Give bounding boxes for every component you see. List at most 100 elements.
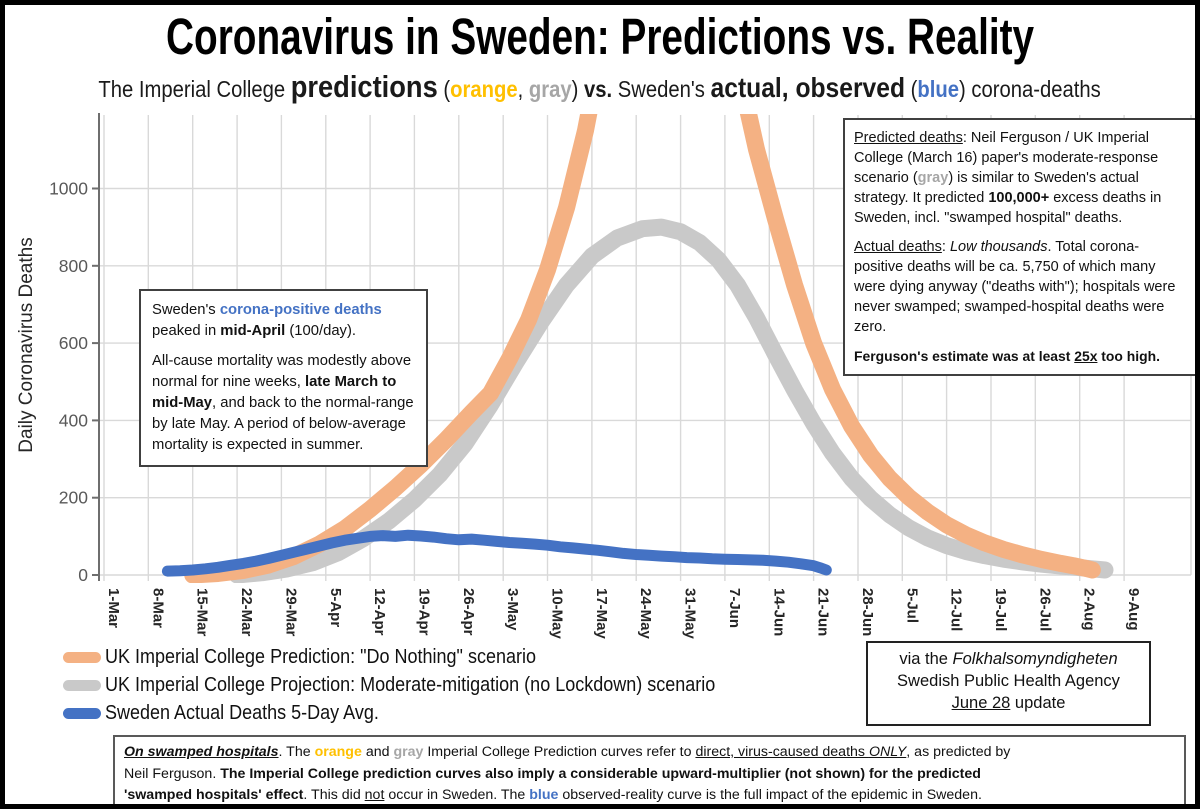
subtitle-gray-word: gray	[529, 76, 573, 102]
title-band: Coronavirus in Sweden: Predictions vs. R…	[5, 7, 1195, 66]
legend: UK Imperial College Prediction: "Do Noth…	[63, 643, 783, 727]
x-tick-label: 7-Jun	[726, 588, 743, 628]
x-tick-label: 22-Mar	[238, 588, 255, 637]
x-tick-label: 12-Jul	[948, 588, 965, 631]
text: excess deaths in Sweden, incl. "swamped …	[854, 190, 1162, 226]
legend-item-moderate-mitigation: UK Imperial College Projection: Moderate…	[63, 671, 783, 699]
subtitle-paren2: (	[905, 76, 918, 102]
text: occur in Sweden. The	[384, 787, 530, 803]
subtitle-paren: (	[438, 76, 451, 102]
orange-curve-swatch	[63, 651, 101, 663]
subtitle-paren2-close: )	[959, 76, 972, 102]
annotation-box-right: Predicted deaths: Neil Ferguson / UK Imp…	[843, 118, 1195, 376]
x-tick-label: 28-Jun	[859, 588, 876, 636]
text: , and back to the normal-range by late M…	[152, 395, 414, 453]
predicted-deaths-heading: Predicted deaths	[854, 130, 963, 146]
x-tick-label: 2-Aug	[1081, 588, 1098, 631]
annotation-left-p2: All-cause mortality was modestly above n…	[152, 351, 415, 456]
legend-label: UK Imperial College Prediction: "Do Noth…	[105, 645, 536, 668]
subtitle-vs: vs.	[584, 76, 619, 102]
source-box: via the Folkhalsomyndigheten Swedish Pub…	[866, 641, 1151, 726]
legend-label: Sweden Actual Deaths 5-Day Avg.	[105, 701, 379, 724]
subtitle-corona-deaths: corona-deaths	[971, 76, 1102, 102]
y-tick-label: 400	[59, 410, 88, 430]
x-tick-label: 21-Jun	[815, 588, 832, 636]
gray-word: gray	[917, 170, 949, 186]
x-tick-label: 17-May	[593, 588, 610, 640]
subtitle-comma: ,	[518, 76, 530, 102]
legend-item-actual-deaths: Sweden Actual Deaths 5-Day Avg.	[63, 699, 783, 727]
corona-positive-deaths-highlight: corona-positive deaths	[219, 302, 382, 318]
mid-april-highlight: mid-April	[220, 323, 286, 339]
footer-line-2: Neil Ferguson. The Imperial College pred…	[124, 764, 1175, 786]
curve-0	[184, 114, 1101, 583]
y-axis-title: Daily Coronavirus Deaths	[16, 237, 37, 452]
subtitle-blue-word: blue	[917, 76, 960, 102]
footer-line-3: 'swamped hospitals' effect. This did not…	[124, 785, 1175, 804]
on-swamped-hospitals-heading: On swamped hospitals	[124, 744, 279, 760]
x-tick-label: 29-Mar	[282, 588, 299, 637]
x-tick-label: 1-Mar	[105, 588, 122, 628]
curve-2	[161, 529, 832, 577]
agency-name-italic: Folkhalsomyndigheten	[952, 650, 1118, 668]
annotation-right-p3: Ferguson's estimate was at least 25x too…	[854, 346, 1187, 366]
x-axis-labels: 1-Mar 8-Mar 15-Mar 22-Mar 29-Mar 5-Apr 12-Apr 1…	[105, 588, 1142, 640]
text: (100/day).	[285, 323, 356, 339]
text: . Total corona-positive deaths will be c…	[854, 239, 1176, 335]
subtitle-swedens: Sweden's	[618, 76, 711, 102]
text: All-cause mortality was modestly above n…	[152, 353, 412, 390]
curve-1	[228, 218, 1114, 583]
legend-label: UK Imperial College Projection: Moderate…	[105, 673, 716, 696]
subtitle-text: The Imperial College	[98, 76, 292, 102]
x-tick-label: 24-May	[637, 588, 654, 640]
annotation-right-p1: Predicted deaths: Neil Ferguson / UK Imp…	[854, 128, 1187, 228]
text: Ferguson's estimate was at least	[854, 348, 1075, 364]
actual-deaths-heading: Actual deaths	[854, 239, 942, 255]
text: , as predicted by	[906, 744, 1011, 760]
y-tick-label: 200	[59, 488, 88, 508]
x-tick-label: 26-Jul	[1036, 588, 1053, 631]
only-emphasis: ONLY	[868, 744, 907, 760]
source-line-1: via the Folkhalsomyndigheten	[868, 648, 1149, 670]
y-tick-label: 1000	[49, 179, 88, 199]
x-tick-label: 14-Jun	[770, 588, 787, 636]
x-tick-label: 5-Apr	[327, 588, 344, 627]
text: . This did	[303, 787, 365, 803]
annotation-box-left: Sweden's corona-positive deaths peaked i…	[139, 289, 428, 467]
text: Sweden's	[152, 302, 220, 318]
text: ) is similar to Sweden's actual strategy…	[854, 170, 1139, 206]
text: too high.	[1097, 348, 1160, 364]
y-tick-label: 0	[78, 565, 88, 585]
x-tick-label: 26-Apr	[460, 588, 477, 636]
x-tick-label: 31-May	[682, 588, 699, 640]
annotation-left-p1: Sweden's corona-positive deaths peaked i…	[152, 300, 415, 342]
late-march-highlight: late March to mid-May	[152, 374, 397, 411]
x-tick-label: 19-Apr	[415, 588, 432, 636]
text: :	[941, 239, 950, 255]
x-tick-label: 8-Mar	[149, 588, 166, 628]
line-chart: 0 200 400 600 800 1000 Daily Coronavirus Death…	[5, 111, 1195, 651]
footer-line-1: On swamped hospitals. The orange and gra…	[124, 742, 1175, 764]
subtitle-actual-observed: actual, observed	[710, 72, 906, 103]
low-thousands-italic: Low thousands	[949, 239, 1048, 255]
swamped-hospitals-effect-bold: 'swamped hospitals' effect	[124, 787, 304, 803]
x-tick-label: 19-Jul	[992, 588, 1009, 631]
source-line-3: June 28 update	[868, 692, 1149, 714]
subtitle-predictions: predictions	[291, 69, 439, 104]
y-tick-label: 600	[59, 333, 88, 353]
y-axis: 0 200 400 600 800 1000 Daily Coronavirus Death…	[16, 113, 100, 585]
update-date: June 28	[951, 694, 1011, 712]
blue-word: blue	[529, 787, 559, 803]
x-tick-label: 15-Mar	[194, 588, 211, 637]
x-tick-label: 3-May	[504, 588, 521, 631]
upward-multiplier-bold: The Imperial College prediction curves a…	[220, 765, 981, 782]
page-title: Coronavirus in Sweden: Predictions vs. R…	[165, 8, 1035, 65]
text: update	[1010, 694, 1066, 712]
subtitle-band: The Imperial College predictions (orange…	[5, 69, 1195, 105]
text: and	[361, 744, 394, 760]
hundred-thousand-highlight: 100,000+	[988, 190, 1050, 206]
annotation-right-p2: Actual deaths: Low thousands. Total coro…	[854, 237, 1187, 337]
text: peaked in	[152, 323, 221, 339]
x-tick-label: 5-Jul	[903, 588, 920, 623]
